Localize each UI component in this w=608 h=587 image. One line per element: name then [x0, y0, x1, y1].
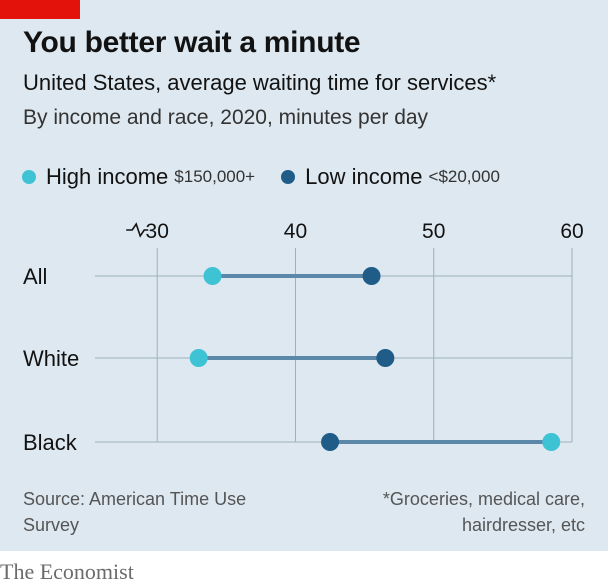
legend-note: $150,000+ — [174, 167, 256, 186]
brand-red-tag — [0, 0, 80, 19]
dumbbell-chart: 30 40 50 60 All White Black — [23, 220, 584, 455]
legend-note: <$20,000 — [428, 167, 500, 186]
legend-label: High income — [46, 164, 169, 189]
legend-item-low-income: Low income <$20,000 — [281, 164, 500, 190]
legend-label: Low income — [305, 164, 423, 189]
publisher-logo: The Economist — [0, 559, 134, 584]
chart-card: You better wait a minute United States, … — [0, 0, 608, 551]
x-tick-label: 60 — [560, 220, 583, 243]
chart-subtitle: United States, average waiting time for … — [23, 70, 497, 95]
low-income-point — [376, 349, 395, 367]
chart-description: By income and race, 2020, minutes per da… — [23, 106, 429, 129]
x-tick-label: 30 — [146, 220, 169, 243]
high-income-point — [542, 433, 561, 451]
low-income-dot-icon — [281, 170, 296, 184]
low-income-point — [362, 267, 381, 285]
chart-title: You better wait a minute — [23, 26, 361, 59]
axis-break-icon — [126, 222, 149, 238]
source-note: Source: American Time Use Survey — [23, 489, 247, 535]
high-income-dot-icon — [22, 170, 36, 184]
footnote: *Groceries, medical care, hairdresser, e… — [382, 489, 585, 535]
legend-item-high-income: High income $150,000+ — [22, 164, 255, 190]
x-tick-label: 40 — [284, 220, 307, 243]
high-income-point — [189, 349, 208, 367]
low-income-point — [321, 433, 340, 451]
high-income-point — [203, 267, 222, 285]
category-label: White — [23, 346, 79, 371]
category-label: All — [23, 264, 47, 289]
x-tick-label: 50 — [422, 220, 445, 243]
legend: High income $150,000+ Low income <$20,00… — [22, 164, 526, 190]
category-label: Black — [23, 430, 78, 455]
